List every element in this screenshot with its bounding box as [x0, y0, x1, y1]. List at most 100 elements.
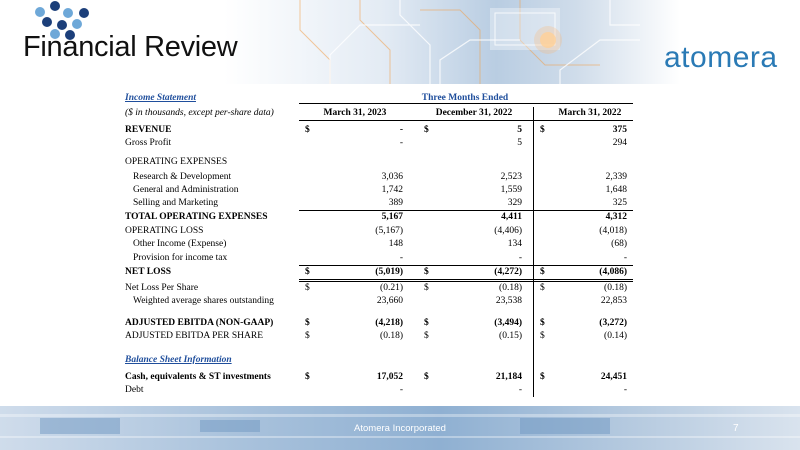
divider: [299, 103, 633, 104]
cell-value: 1,648: [605, 185, 627, 195]
cell-value: 329: [507, 198, 522, 208]
column-header: March 31, 2022: [558, 108, 622, 118]
cell-value: (4,272): [494, 267, 522, 277]
table-row: OPERATING EXPENSES: [121, 156, 633, 169]
cell-value: (4,406): [494, 226, 522, 236]
cell-value: 23,660: [376, 296, 403, 306]
table-row: Other Income (Expense) 148 134 (68): [121, 238, 633, 251]
page-number: 7: [733, 423, 739, 434]
currency-symbol: $: [424, 372, 429, 382]
cell-value: 1,742: [381, 185, 403, 195]
divider: [299, 281, 633, 282]
divider: [299, 279, 633, 280]
table-row: REVENUE $ - $ 5 $ 375: [121, 124, 633, 137]
currency-symbol: $: [540, 125, 545, 135]
currency-symbol: $: [424, 267, 429, 277]
column-header: December 31, 2022: [435, 108, 513, 118]
footer-text: Atomera Incorporated: [354, 423, 446, 434]
section-title: Income Statement: [125, 93, 196, 103]
cell-value: (3,272): [599, 318, 627, 328]
table-row: Provision for income tax - - -: [121, 252, 633, 265]
row-label: ADJUSTED EBITDA PER SHARE: [125, 331, 264, 341]
table-row: ADJUSTED EBITDA (NON-GAAP) $ (4,218) $ (…: [121, 317, 633, 330]
divider: [299, 120, 633, 121]
table-row: Weighted average shares outstanding 23,6…: [121, 295, 633, 308]
cell-value: 5: [517, 138, 522, 148]
currency-symbol: $: [305, 267, 310, 277]
cell-value: -: [623, 253, 627, 263]
cell-value: -: [399, 138, 403, 148]
cell-value: (0.18): [380, 331, 403, 341]
cell-value: 375: [612, 125, 627, 135]
cell-value: 2,523: [500, 172, 522, 182]
table-row: TOTAL OPERATING EXPENSES 5,167 4,411 4,3…: [121, 211, 633, 224]
table-header-row: Income Statement Three Months Ended: [121, 92, 633, 105]
row-label: Weighted average shares outstanding: [133, 296, 274, 306]
cell-value: 325: [612, 198, 627, 208]
divider: [299, 210, 633, 211]
table-row: Gross Profit - 5 294: [121, 137, 633, 150]
cell-value: (5,019): [375, 267, 403, 277]
currency-symbol: $: [305, 331, 310, 341]
cell-value: -: [399, 125, 403, 135]
cell-value: (4,086): [599, 267, 627, 277]
cell-value: 294: [612, 138, 627, 148]
cell-value: -: [399, 253, 403, 263]
cell-value: 134: [507, 239, 522, 249]
currency-symbol: $: [540, 267, 545, 277]
row-label: Research & Development: [133, 172, 232, 182]
table-row: NET LOSS $ (5,019) $ (4,272) $ (4,086): [121, 266, 633, 279]
currency-symbol: $: [424, 125, 429, 135]
cell-value: 4,312: [605, 212, 627, 222]
row-label: ADJUSTED EBITDA (NON-GAAP): [125, 318, 274, 328]
currency-symbol: $: [424, 331, 429, 341]
row-label: Selling and Marketing: [133, 198, 218, 208]
column-header: March 31, 2023: [323, 108, 387, 118]
cell-value: 3,036: [381, 172, 403, 182]
row-label: Gross Profit: [125, 138, 172, 148]
column-header-row: ($ in thousands, except per-share data) …: [121, 107, 633, 120]
cell-value: (0.18): [604, 283, 627, 293]
row-label: OPERATING EXPENSES: [125, 157, 228, 167]
currency-symbol: $: [540, 318, 545, 328]
divider: [299, 265, 633, 266]
cell-value: -: [623, 385, 627, 395]
cell-value: 4,411: [501, 212, 522, 222]
cell-value: 23,538: [495, 296, 522, 306]
currency-symbol: $: [540, 331, 545, 341]
cell-value: (4,018): [599, 226, 627, 236]
currency-symbol: $: [424, 283, 429, 293]
logo-wordmark: atomera: [664, 41, 778, 74]
cell-value: -: [399, 385, 403, 395]
section-title: Balance Sheet Information: [125, 355, 232, 365]
cell-value: 5,167: [381, 212, 403, 222]
row-label: Other Income (Expense): [133, 239, 227, 249]
footer-banner: [0, 406, 800, 450]
cell-value: (5,167): [375, 226, 403, 236]
table-row: Cash, equivalents & ST investments $ 17,…: [121, 371, 633, 384]
currency-symbol: $: [305, 283, 310, 293]
column-separator: [533, 107, 534, 397]
circuit-board-graphic: [299, 0, 640, 84]
cell-value: (0.18): [499, 283, 522, 293]
cell-value: -: [518, 385, 522, 395]
row-label: REVENUE: [125, 125, 172, 135]
table-row: Net Loss Per Share $ (0.21) $ (0.18) $ (…: [121, 282, 633, 295]
table-row: OPERATING LOSS (5,167) (4,406) (4,018): [121, 225, 633, 238]
row-label: Debt: [125, 385, 144, 395]
table-row: Debt - - -: [121, 384, 633, 397]
cell-value: 389: [388, 198, 403, 208]
header-banner: Financial Review atomera: [0, 0, 800, 84]
cell-value: 1,559: [500, 185, 522, 195]
cell-value: 17,052: [376, 372, 403, 382]
cell-value: 22,853: [600, 296, 627, 306]
row-label: NET LOSS: [125, 267, 172, 277]
cell-value: 21,184: [495, 372, 522, 382]
units-note: ($ in thousands, except per-share data): [125, 108, 274, 118]
cell-value: (68): [611, 239, 627, 249]
currency-symbol: $: [424, 318, 429, 328]
row-label: Cash, equivalents & ST investments: [125, 372, 271, 382]
cell-value: 5: [517, 125, 522, 135]
cell-value: 2,339: [605, 172, 627, 182]
cell-value: (3,494): [494, 318, 522, 328]
